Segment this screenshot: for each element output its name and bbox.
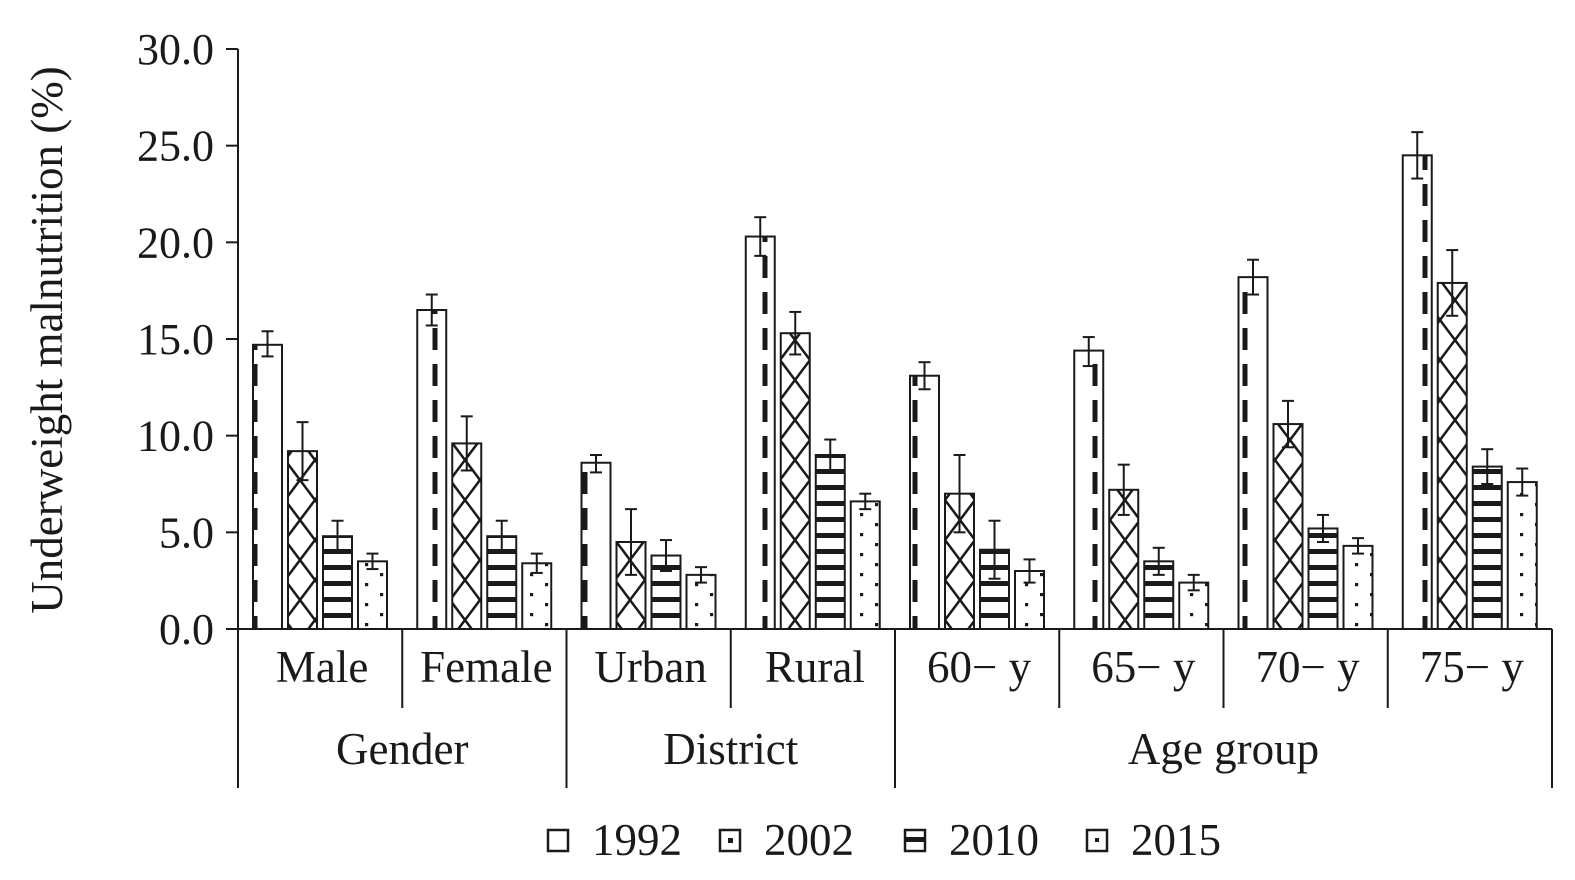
y-tick-label: 5.0 [159,508,214,557]
legend-label-2002: 2002 [764,815,854,865]
legend: 1992 2002 2010 2015 [546,815,1221,865]
bar-female-2015 [521,562,553,630]
legend-item-2010: 2010 [903,815,1039,865]
bar-female-1992 [416,309,448,630]
legend-swatch-mark [906,837,924,842]
group-label-district: District [663,724,798,774]
bar-70-y-2015 [1342,544,1374,630]
legend-label-1992: 1992 [592,815,682,865]
x-tick-label-urban: Urban [594,642,706,692]
x-tick-label-75-y: 75− y [1420,642,1525,692]
x-tick-label-male: Male [276,642,368,692]
y-tick-label: 20.0 [137,218,214,267]
bar-75-y-2002 [1436,281,1468,630]
x-tick-label-70-y: 70− y [1256,642,1361,692]
bar-rural-2015 [849,500,881,630]
y-tick-label: 30.0 [137,25,214,74]
group-label-gender: Gender [336,724,468,774]
bar-male-2015 [357,560,388,630]
x-tick-label-rural: Rural [765,642,865,692]
group-label-age-group: Age group [1128,724,1319,774]
bar-rural-1992 [744,235,776,631]
bar-female-2002 [451,442,483,630]
bar-70-y-2002 [1272,423,1304,631]
legend-swatch-mark [728,838,733,843]
legend-label-2010: 2010 [949,815,1039,865]
legend-item-2002: 2002 [718,815,854,865]
x-tick-label-female: Female [420,642,552,692]
bar-60-y-1992 [909,374,940,630]
bar-65-y-2010 [1143,560,1175,630]
bar-rural-2002 [779,332,811,630]
y-axis-label: Underweight malnutrition (%) [22,66,72,613]
bar-male-1992 [252,343,283,630]
legend-swatch-mark [1095,838,1099,842]
y-tick-label: 0.0 [159,605,214,654]
bar-rural-2010 [814,454,846,630]
y-axis: 0.0 5.0 10.0 15.0 20.0 25.0 30.0 [137,25,239,654]
x-tick-label-65-y: 65− y [1091,642,1196,692]
legend-label-2015: 2015 [1131,815,1221,865]
bars [252,131,1538,631]
legend-item-1992: 1992 [546,815,682,865]
bar-75-y-2015 [1506,481,1538,631]
x-tick-label-60-y: 60− y [927,642,1032,692]
bar-75-y-1992 [1401,154,1433,630]
bar-65-y-1992 [1073,349,1105,630]
x-axis: Male Female Urban Rural 60− y 65− y 70− y 75− y… [237,628,1553,788]
bar-70-y-2010 [1307,527,1339,631]
bar-70-y-1992 [1237,276,1269,630]
bar-urban-1992 [580,461,612,630]
y-tick-label: 10.0 [137,412,214,461]
legend-item-2015: 2015 [1085,815,1221,865]
y-tick-label: 15.0 [137,315,214,364]
y-tick-label: 25.0 [137,122,214,171]
bar-75-y-2010 [1471,465,1503,630]
